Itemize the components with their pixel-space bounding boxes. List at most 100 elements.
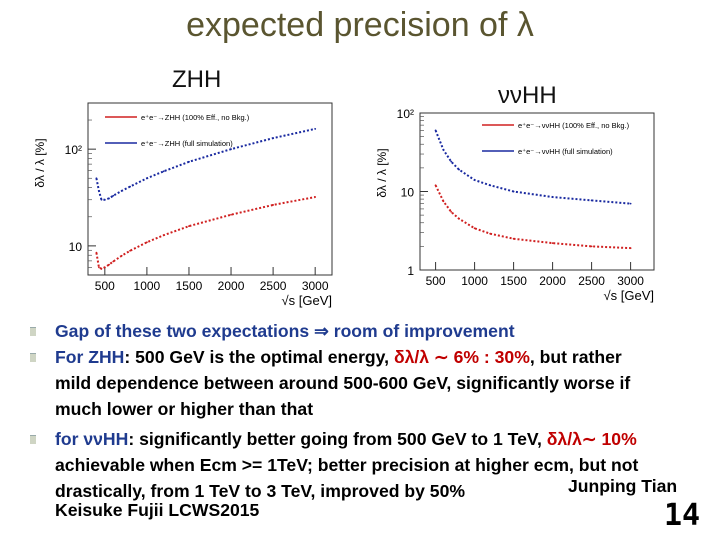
x-tick-label: 1500 bbox=[500, 274, 527, 288]
bullet-0-part-2: room of improvement bbox=[328, 321, 515, 341]
data-point bbox=[450, 210, 453, 213]
bullet-vvhh-line2: achievable when Ecm >= 1TeV; better prec… bbox=[55, 455, 639, 475]
data-point bbox=[103, 266, 106, 269]
data-point bbox=[629, 202, 632, 205]
slide-title: expected precision of λ bbox=[186, 6, 534, 44]
y-axis-label: δλ / λ [%] bbox=[375, 148, 389, 197]
data-point bbox=[590, 199, 593, 202]
data-point bbox=[590, 245, 593, 248]
x-tick-label: 1500 bbox=[176, 279, 203, 293]
data-point bbox=[120, 190, 123, 192]
x-tick-label: 2000 bbox=[539, 274, 566, 288]
bullet-zhh-line2: mild dependence between around 500-600 G… bbox=[55, 373, 631, 393]
bullet-list: Gap of these two expectations ⇒ room of … bbox=[30, 318, 720, 504]
bullet-1-part-2: δλ/λ ∼ 6% : 30% bbox=[393, 347, 530, 367]
x-tick-label: 2500 bbox=[260, 279, 287, 293]
zhh-label: ZHH bbox=[172, 66, 222, 93]
series-line-0 bbox=[95, 196, 316, 270]
data-point bbox=[162, 170, 165, 173]
bullet-vvhh: for ννHH: significantly better going fro… bbox=[30, 426, 720, 504]
data-point bbox=[450, 160, 453, 163]
data-point bbox=[473, 227, 476, 230]
y-tick-label: 10 bbox=[69, 240, 83, 254]
data-point bbox=[98, 266, 100, 269]
x-tick-label: 1000 bbox=[461, 274, 488, 288]
bullet-zhh-text: For ZHH: 500 GeV is the optimal energy, … bbox=[55, 347, 622, 367]
data-point bbox=[434, 129, 437, 132]
data-point bbox=[489, 184, 492, 187]
y-tick-label: 1 bbox=[407, 264, 414, 278]
x-axis-label: √s [GeV] bbox=[604, 288, 654, 303]
x-tick-label: 500 bbox=[426, 274, 446, 288]
bullet-marker-icon bbox=[30, 435, 36, 444]
x-tick-label: 2000 bbox=[218, 279, 245, 293]
data-point bbox=[188, 225, 190, 228]
data-point bbox=[108, 197, 110, 200]
series-line-1 bbox=[95, 127, 316, 201]
plot-frame bbox=[87, 102, 333, 276]
bullet-vvhh-line3: drastically, from 1 TeV to 3 TeV, improv… bbox=[55, 481, 466, 501]
vvhh-chart: 1 10 10² 500 1000 1500 2000 2500 3000√s [GeV] δλ … bbox=[375, 107, 655, 303]
x-tick-label: 2500 bbox=[578, 274, 605, 288]
data-point bbox=[108, 263, 110, 266]
bullet-1-part-1: : 500 GeV is the optimal energy, bbox=[124, 347, 394, 367]
data-point bbox=[98, 190, 100, 192]
data-point bbox=[551, 196, 554, 198]
y-tick-label: 10² bbox=[397, 107, 414, 121]
page-number: 14 bbox=[664, 498, 701, 533]
data-point bbox=[112, 260, 115, 263]
bullet-gap: Gap of these two expectations ⇒ room of … bbox=[30, 318, 720, 344]
bullet-2-part-0: for ννHH bbox=[55, 429, 129, 449]
x-tick-label: 500 bbox=[95, 279, 115, 293]
legend-label-0: e⁺e⁻→ννHH (100% Eff., no Bkg.) bbox=[518, 121, 630, 130]
vvhh-label: ννHH bbox=[498, 82, 557, 109]
bullet-1-part-0: For ZHH bbox=[55, 347, 125, 367]
bullet-1-part-3: , but rather bbox=[529, 347, 622, 367]
credit-line: Keisuke Fujii LCWS2015 bbox=[55, 500, 260, 520]
data-point bbox=[314, 127, 317, 130]
data-point bbox=[272, 204, 275, 206]
y-tick-label: 10² bbox=[65, 143, 82, 157]
bullet-vvhh-text: for ννHH: significantly better going fro… bbox=[55, 429, 637, 449]
data-point bbox=[489, 232, 492, 235]
bullet-gap-text: Gap of these two expectations ⇒ room of … bbox=[55, 321, 515, 341]
data-point bbox=[95, 177, 98, 180]
data-point bbox=[100, 267, 103, 270]
data-point bbox=[434, 184, 437, 187]
x-tick-label: 3000 bbox=[302, 279, 329, 293]
data-point bbox=[95, 251, 98, 254]
data-point bbox=[442, 148, 445, 151]
data-point bbox=[230, 213, 232, 216]
x-tick-label: 3000 bbox=[617, 274, 644, 288]
data-point bbox=[512, 190, 515, 193]
data-point bbox=[100, 198, 103, 201]
x-tick-label: 1000 bbox=[134, 279, 161, 293]
data-point bbox=[512, 237, 515, 240]
data-point bbox=[442, 200, 445, 203]
bullet-2-part-2: δλ/λ∼ 10% bbox=[546, 429, 637, 449]
data-point bbox=[551, 242, 554, 245]
data-point bbox=[162, 234, 165, 237]
data-point bbox=[314, 196, 317, 198]
data-point bbox=[145, 241, 148, 244]
x-axis-label: √s [GeV] bbox=[282, 293, 332, 308]
bullet-zhh-line3: much lower or higher than that bbox=[55, 399, 314, 419]
plot-frame bbox=[419, 112, 655, 271]
data-point bbox=[629, 247, 632, 250]
series-line-1 bbox=[434, 130, 631, 205]
data-point bbox=[458, 217, 460, 220]
legend-label-0: e⁺e⁻→ZHH (100% Eff., no Bkg.) bbox=[141, 113, 250, 122]
author-name: Junping Tian bbox=[568, 476, 678, 496]
bullet-2-part-1: : significantly better going from 500 Ge… bbox=[128, 429, 547, 449]
legend-label-1: e⁺e⁻→ννHH (full simulation) bbox=[518, 147, 613, 156]
zhh-chart: 10 10² 500 1000 1500 2000 2500 3000√s [GeV] δλ /… bbox=[33, 102, 333, 308]
legend-label-1: e⁺e⁻→ZHH (full simulation) bbox=[141, 139, 233, 148]
data-point bbox=[120, 254, 123, 257]
data-point bbox=[230, 148, 232, 151]
data-point bbox=[112, 194, 115, 197]
data-point bbox=[145, 177, 148, 180]
series-line-0 bbox=[434, 184, 631, 250]
data-point bbox=[129, 185, 131, 188]
bullet-0-part-1: ⇒ bbox=[314, 321, 329, 341]
bullet-zhh: For ZHH: 500 GeV is the optimal energy, … bbox=[30, 344, 720, 422]
